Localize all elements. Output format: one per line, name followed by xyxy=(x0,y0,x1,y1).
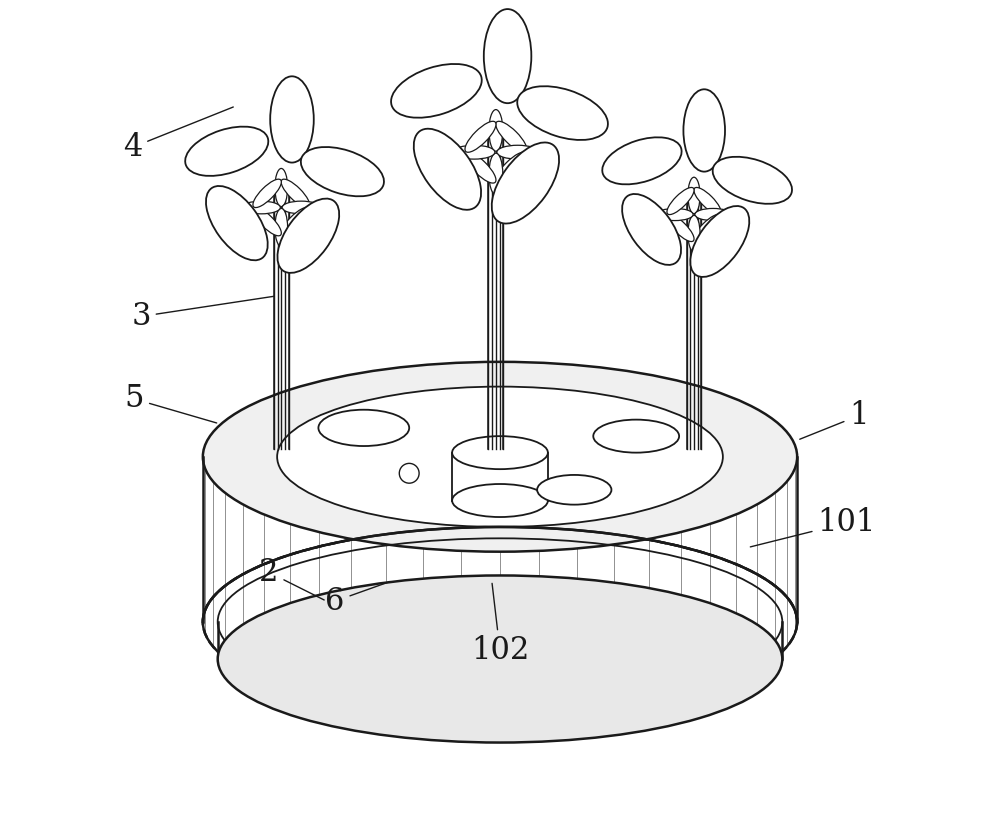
Ellipse shape xyxy=(253,208,281,236)
Ellipse shape xyxy=(414,129,481,209)
Text: 4: 4 xyxy=(123,107,233,163)
Text: 6: 6 xyxy=(325,582,390,617)
Ellipse shape xyxy=(282,201,320,214)
Text: 102: 102 xyxy=(471,583,529,666)
Ellipse shape xyxy=(270,76,314,163)
Text: 2: 2 xyxy=(259,557,324,600)
Ellipse shape xyxy=(683,89,725,172)
Ellipse shape xyxy=(688,215,700,252)
Polygon shape xyxy=(277,386,723,527)
Ellipse shape xyxy=(275,209,288,247)
Ellipse shape xyxy=(465,152,496,183)
Polygon shape xyxy=(218,622,782,743)
Ellipse shape xyxy=(465,121,496,152)
Ellipse shape xyxy=(242,201,280,214)
Ellipse shape xyxy=(713,157,792,204)
Ellipse shape xyxy=(694,214,721,242)
Polygon shape xyxy=(452,453,548,500)
Ellipse shape xyxy=(657,209,693,220)
Ellipse shape xyxy=(496,152,527,183)
Ellipse shape xyxy=(452,484,548,517)
Ellipse shape xyxy=(318,410,409,446)
Ellipse shape xyxy=(496,121,527,152)
Ellipse shape xyxy=(453,145,495,159)
Ellipse shape xyxy=(484,9,531,103)
Ellipse shape xyxy=(695,209,731,220)
Ellipse shape xyxy=(489,110,503,151)
Ellipse shape xyxy=(492,142,559,224)
Ellipse shape xyxy=(275,169,288,207)
Polygon shape xyxy=(203,527,797,717)
Ellipse shape xyxy=(301,147,384,196)
Polygon shape xyxy=(203,361,797,552)
Ellipse shape xyxy=(667,214,694,242)
Ellipse shape xyxy=(537,475,611,504)
Ellipse shape xyxy=(622,194,681,265)
Text: 3: 3 xyxy=(131,296,274,332)
Ellipse shape xyxy=(667,188,694,214)
Text: 1: 1 xyxy=(800,400,869,440)
Ellipse shape xyxy=(218,576,782,743)
Ellipse shape xyxy=(489,153,503,194)
Ellipse shape xyxy=(602,137,682,184)
Ellipse shape xyxy=(452,436,548,470)
Ellipse shape xyxy=(593,420,679,453)
Ellipse shape xyxy=(281,179,310,208)
Ellipse shape xyxy=(253,179,281,208)
Ellipse shape xyxy=(690,206,749,277)
Ellipse shape xyxy=(185,126,268,176)
Ellipse shape xyxy=(688,177,700,214)
Polygon shape xyxy=(203,457,797,717)
Text: 101: 101 xyxy=(750,507,876,547)
Ellipse shape xyxy=(206,186,268,260)
Ellipse shape xyxy=(694,188,721,214)
Ellipse shape xyxy=(391,64,482,118)
Ellipse shape xyxy=(277,199,339,273)
Circle shape xyxy=(399,464,419,483)
Ellipse shape xyxy=(517,86,608,140)
Text: 5: 5 xyxy=(125,383,217,423)
Ellipse shape xyxy=(497,145,538,159)
Ellipse shape xyxy=(281,208,310,236)
